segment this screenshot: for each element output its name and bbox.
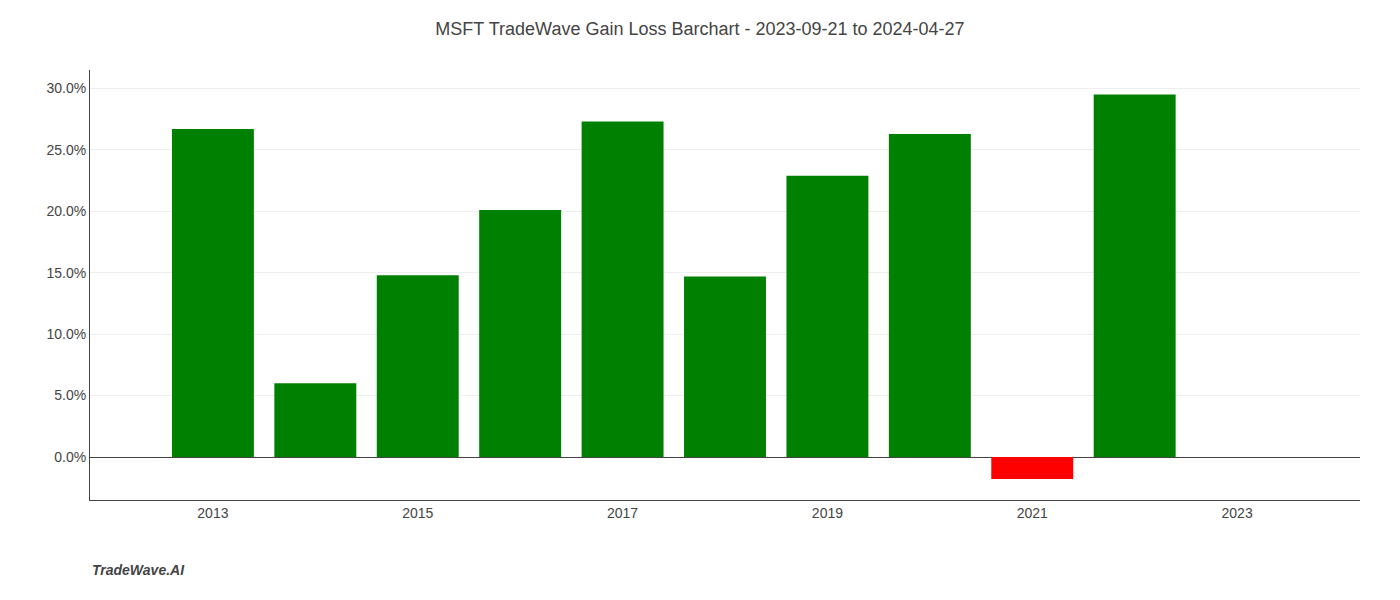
svg-text:30.0%: 30.0% — [46, 80, 86, 96]
svg-text:10.0%: 10.0% — [46, 326, 86, 342]
svg-text:MSFT TradeWave Gain Loss Barch: MSFT TradeWave Gain Loss Barchart - 2023… — [435, 19, 964, 39]
svg-text:2023: 2023 — [1222, 505, 1253, 521]
svg-text:TradeWave.AI: TradeWave.AI — [92, 562, 185, 578]
svg-text:25.0%: 25.0% — [46, 142, 86, 158]
svg-text:2015: 2015 — [402, 505, 433, 521]
svg-text:2017: 2017 — [607, 505, 638, 521]
svg-text:2019: 2019 — [812, 505, 843, 521]
svg-text:2013: 2013 — [197, 505, 228, 521]
svg-text:15.0%: 15.0% — [46, 265, 86, 281]
svg-text:2021: 2021 — [1017, 505, 1048, 521]
svg-text:5.0%: 5.0% — [54, 387, 86, 403]
svg-text:20.0%: 20.0% — [46, 203, 86, 219]
svg-text:0.0%: 0.0% — [54, 449, 86, 465]
